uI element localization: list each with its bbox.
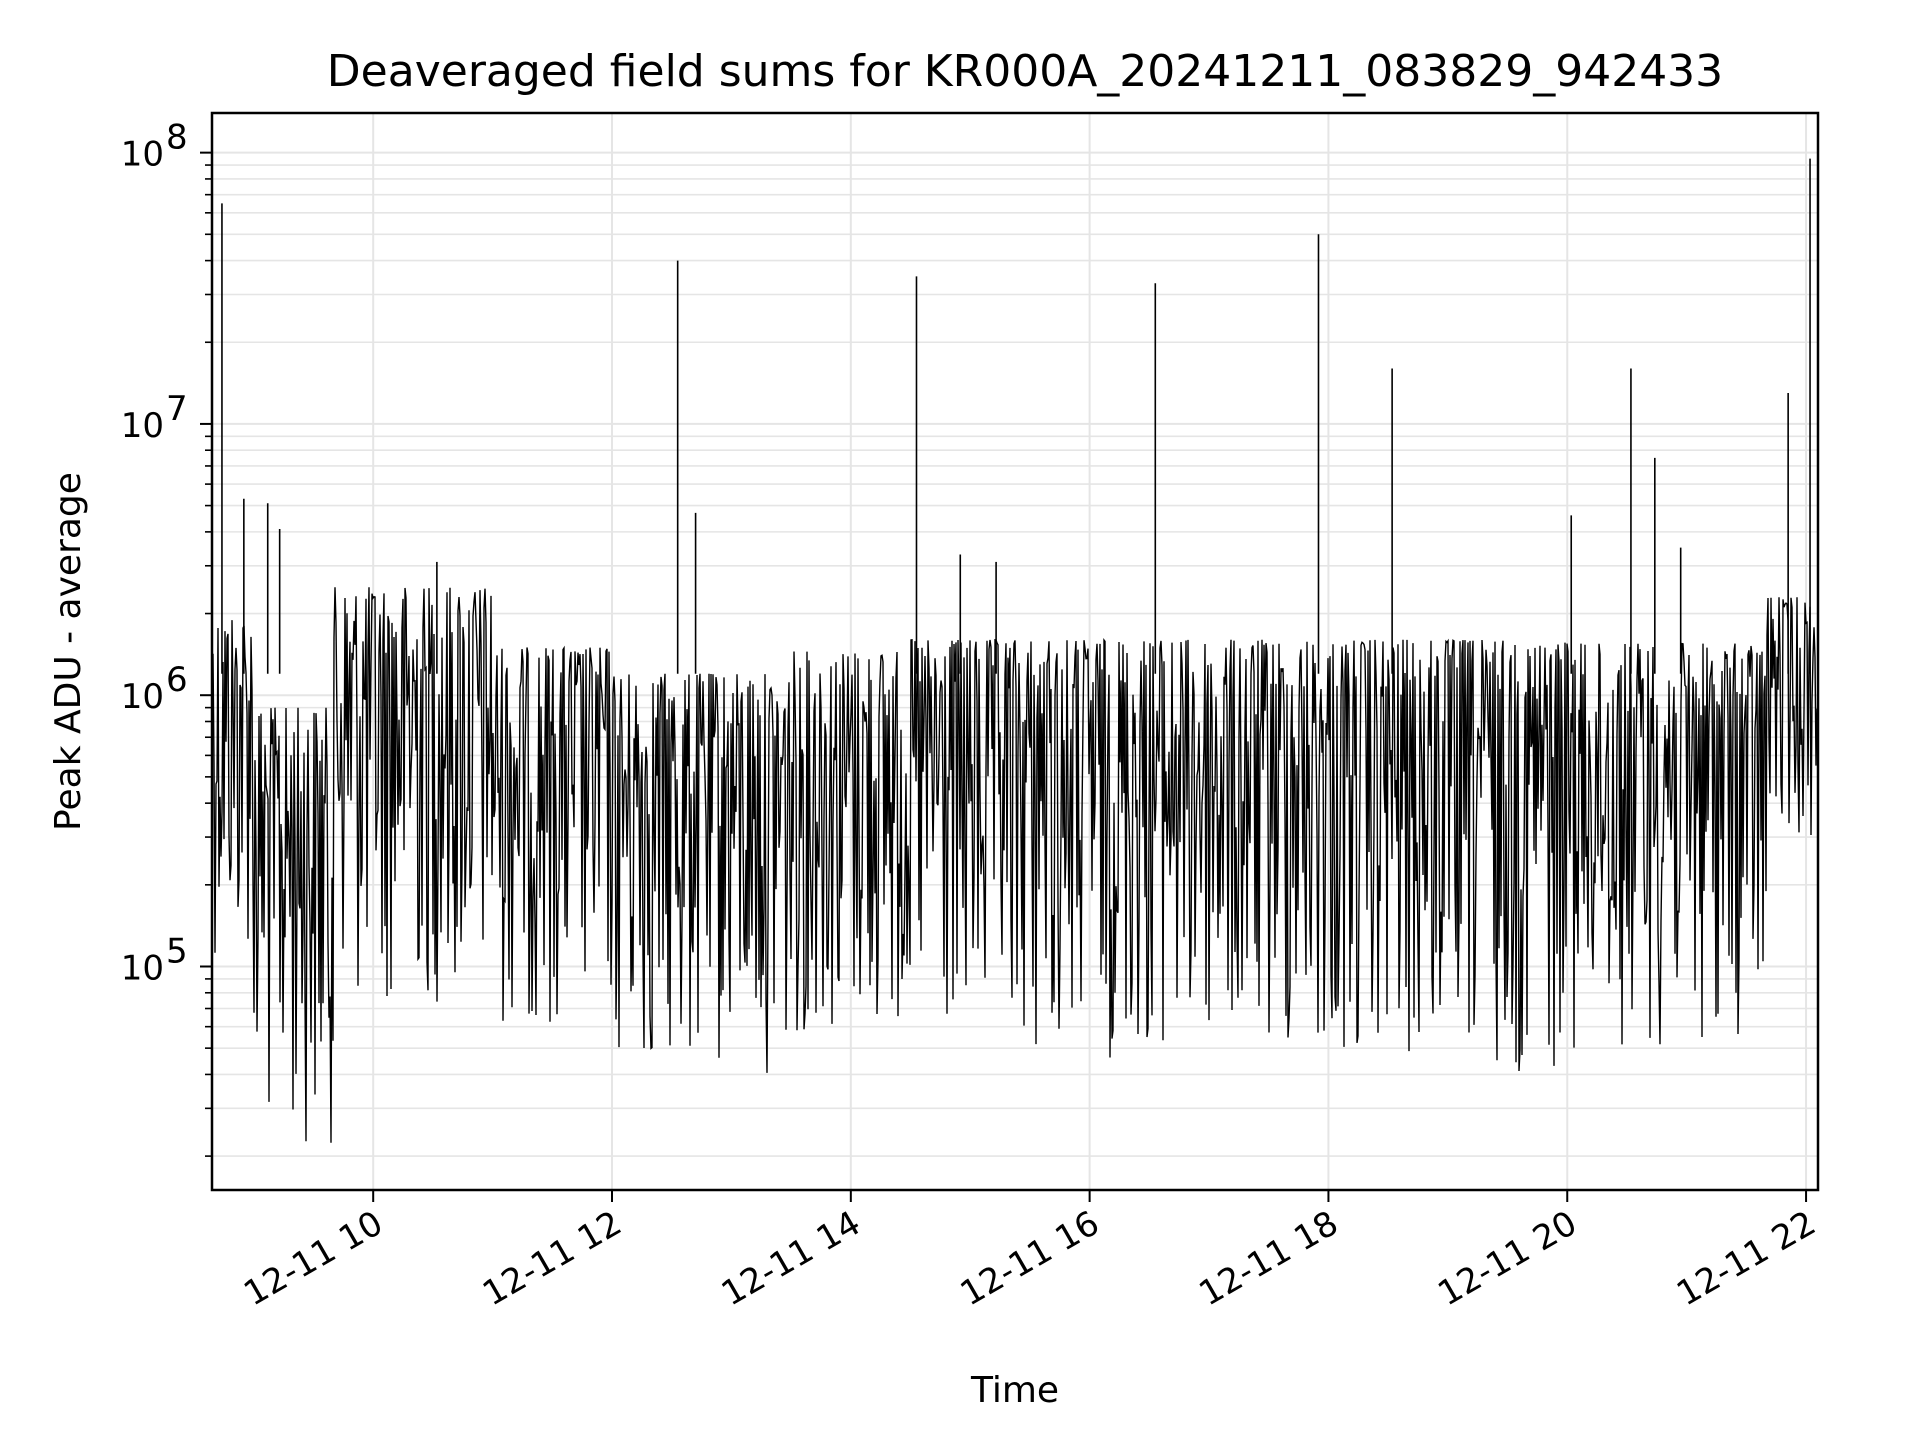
y-tick-label: 10	[121, 135, 164, 175]
y-tick-label: 10	[121, 948, 164, 988]
y-tick-exponent: 5	[166, 931, 188, 971]
plot-frame	[210, 111, 1820, 1192]
y-tick-label: 10	[121, 406, 164, 446]
chart-title: Deaveraged field sums for KR000A_2024121…	[327, 46, 1723, 97]
y-tick-exponent: 6	[166, 660, 188, 700]
y-axis-label: Peak ADU - average	[48, 472, 89, 831]
series-path	[211, 587, 1819, 1143]
y-tick-exponent: 8	[166, 118, 188, 158]
x-axis-label: Time	[970, 1370, 1059, 1411]
series-line	[211, 158, 1819, 1143]
y-tick-label: 10	[121, 677, 164, 717]
y-tick-exponent: 7	[166, 389, 188, 429]
grid	[212, 113, 1818, 1190]
